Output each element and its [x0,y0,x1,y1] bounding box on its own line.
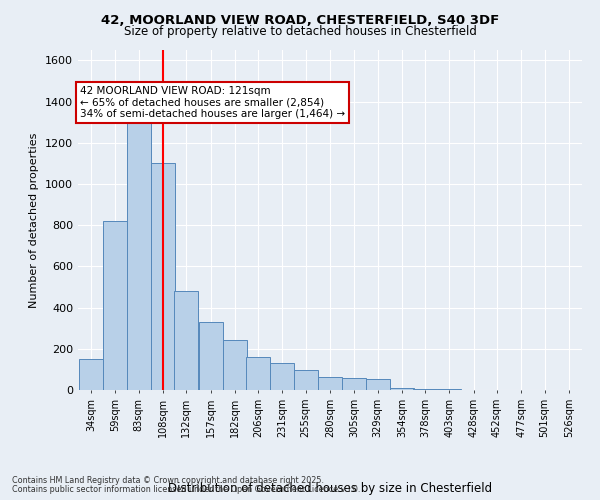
Bar [246,357,270,390]
Bar [199,322,223,390]
Bar [79,359,103,390]
Bar [342,378,366,390]
X-axis label: Distribution of detached houses by size in Chesterfield: Distribution of detached houses by size … [168,482,492,494]
Bar [174,291,198,390]
Text: 42 MOORLAND VIEW ROAD: 121sqm
← 65% of detached houses are smaller (2,854)
34% o: 42 MOORLAND VIEW ROAD: 121sqm ← 65% of d… [80,86,345,119]
Text: Size of property relative to detached houses in Chesterfield: Size of property relative to detached ho… [124,25,476,38]
Bar [390,388,414,390]
Bar [127,122,151,390]
Bar [413,389,437,390]
Bar [365,378,389,390]
Bar [271,363,295,390]
Bar [294,370,318,390]
Bar [223,340,247,390]
Y-axis label: Number of detached properties: Number of detached properties [29,132,40,308]
Text: Contains HM Land Registry data © Crown copyright and database right 2025.: Contains HM Land Registry data © Crown c… [12,476,324,485]
Bar [151,164,175,390]
Text: Contains public sector information licensed under the Open Government Licence v3: Contains public sector information licen… [12,485,361,494]
Bar [318,376,342,390]
Text: 42, MOORLAND VIEW ROAD, CHESTERFIELD, S40 3DF: 42, MOORLAND VIEW ROAD, CHESTERFIELD, S4… [101,14,499,27]
Bar [103,221,127,390]
